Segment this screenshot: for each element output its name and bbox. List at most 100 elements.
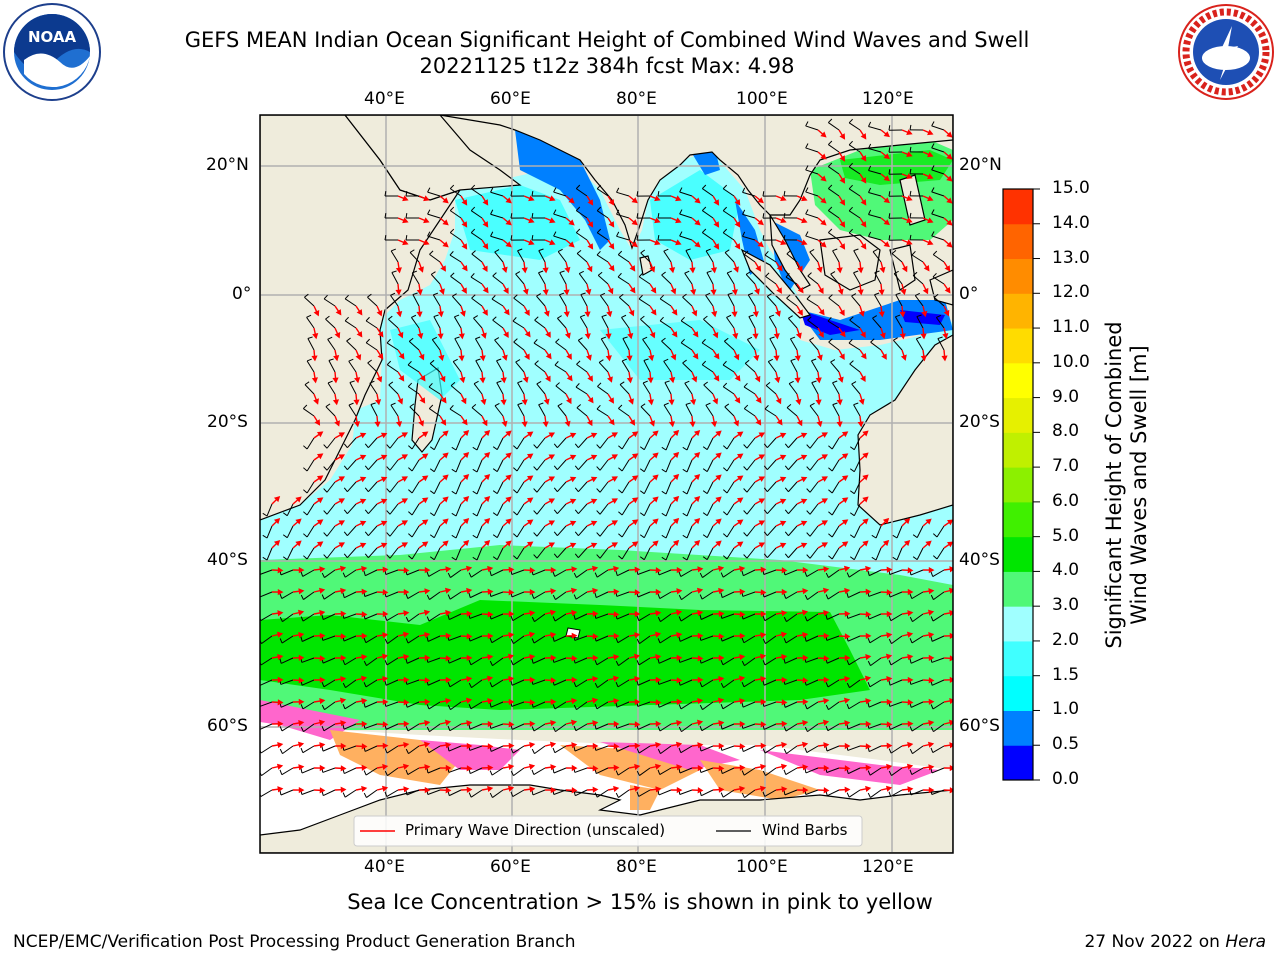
wind-barb-flag: [685, 248, 691, 251]
wind-barb-flag: [702, 446, 708, 451]
wind-barb: [469, 723, 483, 730]
wind-barb-flag: [851, 381, 857, 385]
wind-barb-flag: [552, 747, 556, 753]
wind-barb: [596, 767, 609, 775]
wave-direction-arrowhead: [907, 786, 914, 793]
wind-barb: [663, 250, 672, 263]
wave-direction-arrowhead: [626, 377, 633, 384]
wind-barb: [790, 360, 798, 373]
wind-barb-flag: [895, 314, 901, 318]
wind-barb: [307, 338, 315, 351]
wave-direction-arrowhead: [860, 177, 867, 184]
wave-direction-arrowhead: [865, 611, 872, 618]
wind-barb-flag: [262, 534, 268, 539]
wave-direction-arrowhead: [319, 676, 326, 684]
wind-barb-flag: [426, 636, 429, 642]
wind-barb: [491, 298, 504, 307]
wind-barb: [937, 338, 945, 351]
wave-direction-arrowhead: [946, 219, 953, 226]
wind-barb: [260, 745, 273, 754]
wave-direction-arrowhead: [402, 631, 410, 638]
wind-barb: [765, 275, 777, 285]
wind-barb: [828, 701, 840, 711]
wind-barb: [471, 253, 483, 263]
wave-direction-arrowhead: [717, 697, 725, 704]
wind-barb-flag: [517, 402, 523, 406]
wave-direction-arrowhead: [801, 609, 809, 616]
wind-barb-flag: [832, 380, 838, 384]
wind-barb-flag: [513, 533, 518, 538]
wind-barb-flag: [867, 792, 871, 798]
wave-direction-arrowhead: [712, 331, 719, 339]
wind-barb-flag: [618, 511, 623, 516]
wave-direction-arrowhead: [878, 289, 885, 296]
wind-barb: [659, 723, 672, 732]
wind-barb: [575, 591, 588, 600]
wind-barb-flag: [848, 118, 853, 124]
wind-barb: [828, 297, 840, 307]
wave-direction-arrowhead: [860, 221, 867, 228]
wind-barb: [370, 404, 378, 417]
wave-direction-arrowhead: [500, 377, 507, 384]
wind-barb: [806, 745, 819, 754]
wave-direction-arrowhead: [670, 288, 677, 295]
wave-direction-arrowhead: [718, 765, 725, 772]
wind-barb: [784, 789, 798, 796]
wave-direction-arrowhead: [424, 588, 431, 595]
wave-direction-arrowhead: [689, 267, 696, 274]
wave-direction-arrowhead: [781, 567, 788, 574]
wind-barb-flag: [386, 360, 392, 366]
wind-barb-flag: [426, 704, 430, 710]
wind-barb-flag: [804, 726, 808, 732]
wind-barb-flag: [912, 556, 918, 561]
wind-barb: [680, 701, 693, 710]
wind-barb: [868, 191, 882, 197]
wind-barb: [706, 272, 714, 285]
wave-direction-arrowhead: [501, 420, 508, 428]
wind-barb-flag: [573, 704, 577, 710]
wind-barb: [616, 723, 630, 729]
colorbar-label: Significant Height of Combined Wind Wave…: [1102, 321, 1151, 649]
wave-direction-arrowhead: [381, 785, 389, 792]
wind-barb-flag: [386, 488, 391, 493]
wind-barb-flag: [636, 615, 640, 621]
wave-direction-arrowhead: [900, 288, 907, 296]
wind-barb: [364, 745, 378, 752]
wind-barb-flag: [828, 445, 833, 450]
wave-direction-arrowhead: [445, 609, 452, 617]
wind-barb: [574, 635, 588, 641]
wind-barb-flag: [365, 338, 371, 344]
wind-barb: [660, 613, 672, 623]
wave-direction-arrowhead: [381, 653, 389, 660]
wave-direction-arrowhead: [922, 287, 929, 295]
wind-barb: [516, 481, 525, 494]
wave-direction-arrowhead: [820, 131, 827, 138]
wind-barb-flag: [363, 702, 366, 708]
wind-barb: [511, 591, 525, 598]
wave-direction-arrowhead: [380, 476, 388, 483]
wave-direction-arrowhead: [797, 265, 803, 273]
wind-barb: [302, 613, 315, 622]
wind-barb: [931, 213, 945, 219]
wind-barb: [328, 360, 336, 373]
wind-barb: [261, 767, 273, 777]
wave-direction-arrowhead: [313, 398, 319, 405]
wind-barb: [658, 657, 672, 664]
wave-direction-arrowhead: [925, 540, 932, 547]
colorbar-tick-label: 0.5: [1052, 734, 1080, 755]
wind-barb-flag: [639, 490, 645, 495]
colorbar-tick-label: 2.0: [1052, 629, 1080, 650]
wind-barb: [686, 459, 693, 473]
wind-barb-flag: [722, 206, 728, 212]
wind-barb: [326, 459, 336, 471]
wave-direction-arrowhead: [338, 542, 346, 548]
wind-barb-flag: [513, 555, 518, 560]
wind-barb: [680, 569, 693, 577]
wave-direction-arrowhead: [521, 421, 528, 428]
wind-barb: [260, 723, 273, 730]
wind-barb: [596, 657, 609, 666]
wave-direction-arrowhead: [421, 541, 429, 548]
wind-barb: [705, 250, 714, 263]
wind-barb: [616, 701, 630, 708]
wind-barb: [643, 481, 651, 494]
